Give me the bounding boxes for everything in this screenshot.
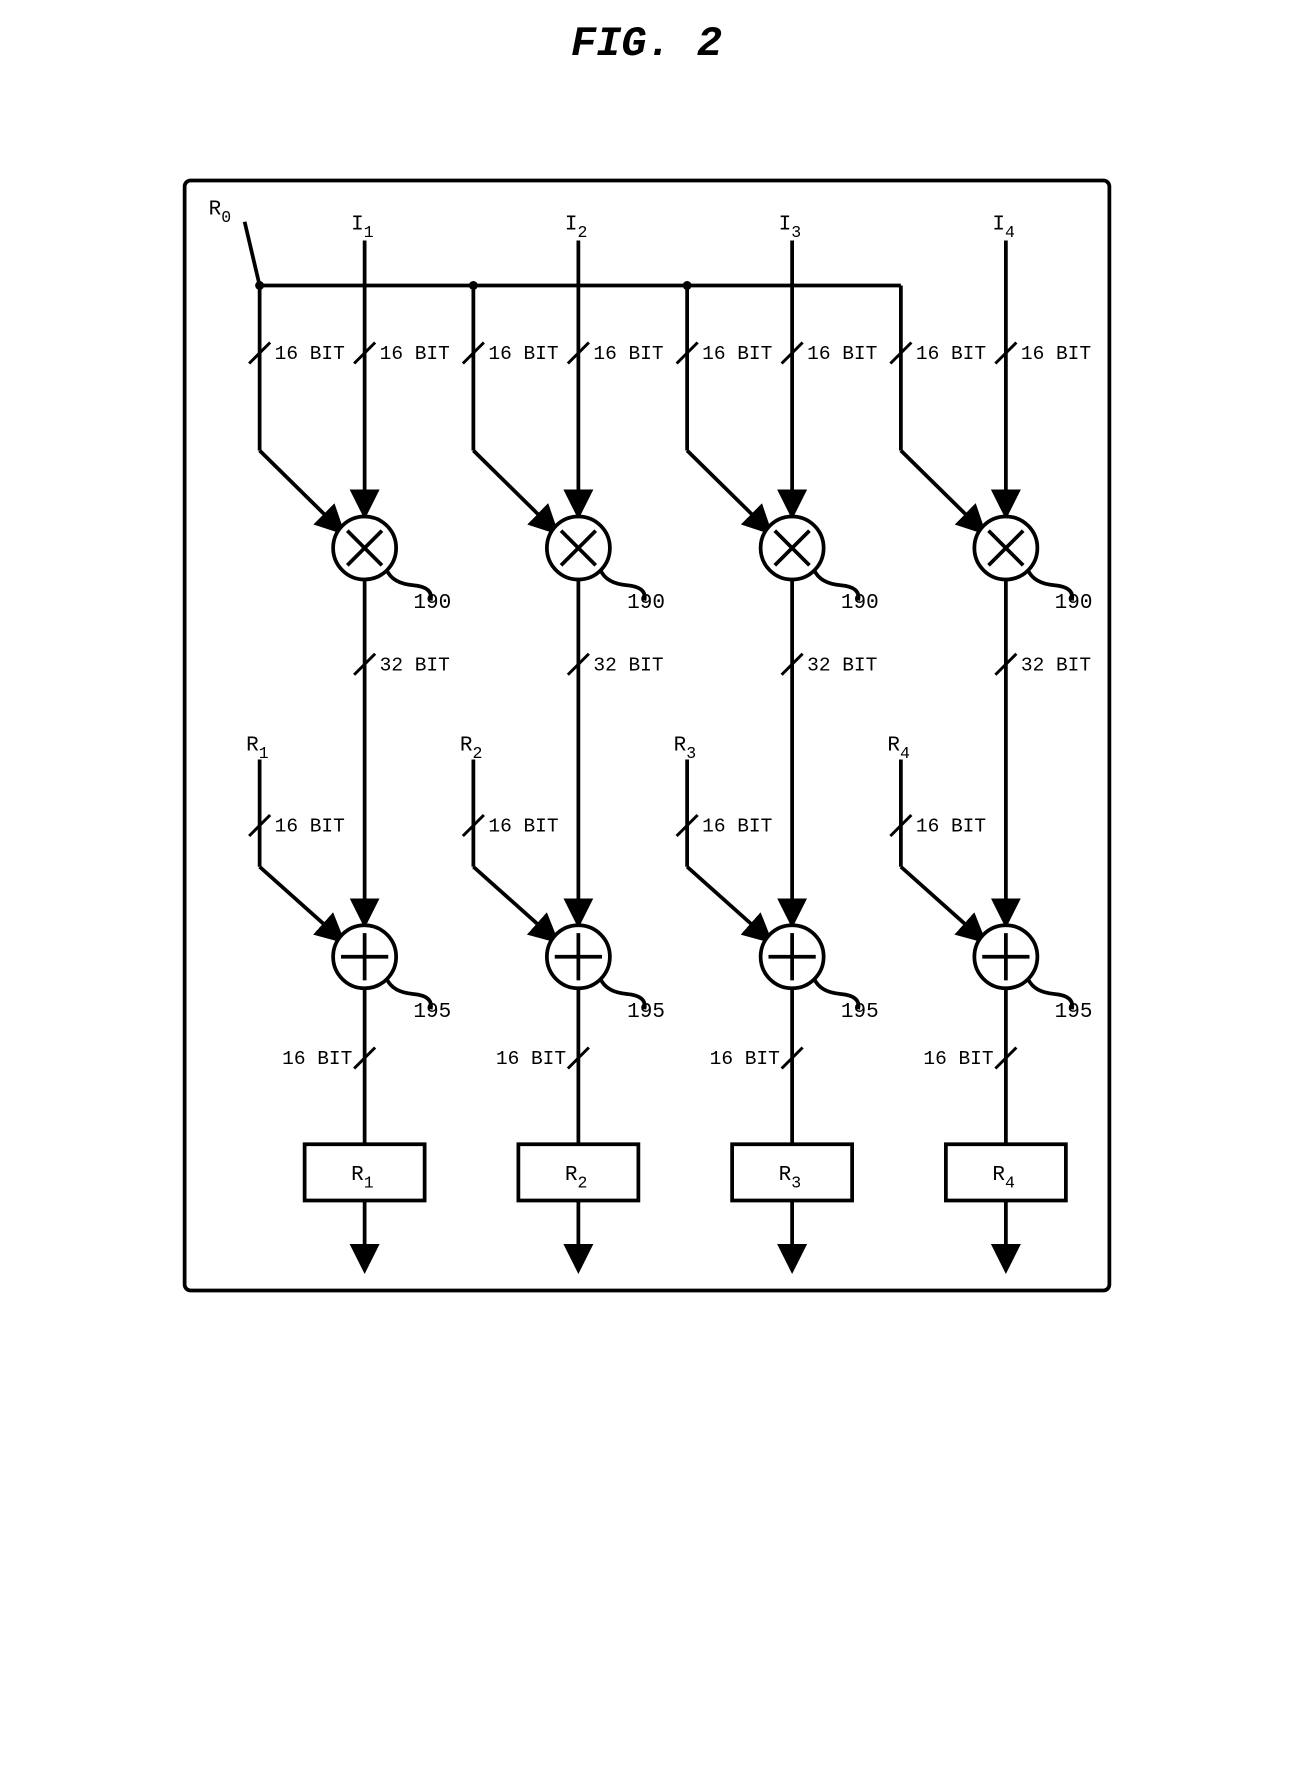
bit-label: 16 BIT: [593, 343, 663, 365]
bit-label: 32 BIT: [593, 654, 663, 676]
r-side-label: R3: [673, 735, 696, 764]
input-label: I2: [564, 213, 587, 242]
bit-label: 32 BIT: [807, 654, 877, 676]
bit-label: 16 BIT: [274, 816, 344, 838]
bit-label: 16 BIT: [282, 1048, 352, 1070]
mult-ref: 190: [840, 592, 878, 615]
bit-label: 16 BIT: [702, 816, 772, 838]
input-label: I3: [778, 213, 801, 242]
bit-label: 16 BIT: [488, 343, 558, 365]
bit-label: 32 BIT: [379, 654, 449, 676]
bit-label: 16 BIT: [1020, 343, 1090, 365]
r-side-label: R4: [887, 735, 910, 764]
diagram-svg: R0 I1 16 BIT 16 BIT 190 32 BIT R1 16 BIT 195 16 B…: [162, 98, 1132, 1298]
bit-label: 16 BIT: [274, 343, 344, 365]
mult-ref: 190: [627, 592, 665, 615]
r-side-label: R1: [246, 735, 269, 764]
bit-label: 16 BIT: [495, 1048, 565, 1070]
bit-label: 16 BIT: [702, 343, 772, 365]
bit-label: 16 BIT: [488, 816, 558, 838]
add-ref: 195: [1054, 1001, 1092, 1024]
bit-label: 16 BIT: [709, 1048, 779, 1070]
add-ref: 195: [840, 1001, 878, 1024]
input-label: I4: [992, 213, 1015, 242]
r-side-label: R2: [459, 735, 482, 764]
figure-title: FIG. 2: [20, 20, 1273, 68]
input-label: I1: [351, 213, 374, 242]
add-ref: 195: [627, 1001, 665, 1024]
bit-label: 16 BIT: [923, 1048, 993, 1070]
mult-ref: 190: [413, 592, 451, 615]
add-ref: 195: [413, 1001, 451, 1024]
bit-label: 16 BIT: [915, 816, 985, 838]
mult-ref: 190: [1054, 592, 1092, 615]
bit-label: 16 BIT: [379, 343, 449, 365]
r0-label: R0: [208, 198, 231, 227]
bit-label: 32 BIT: [1020, 654, 1090, 676]
bit-label: 16 BIT: [915, 343, 985, 365]
bit-label: 16 BIT: [807, 343, 877, 365]
